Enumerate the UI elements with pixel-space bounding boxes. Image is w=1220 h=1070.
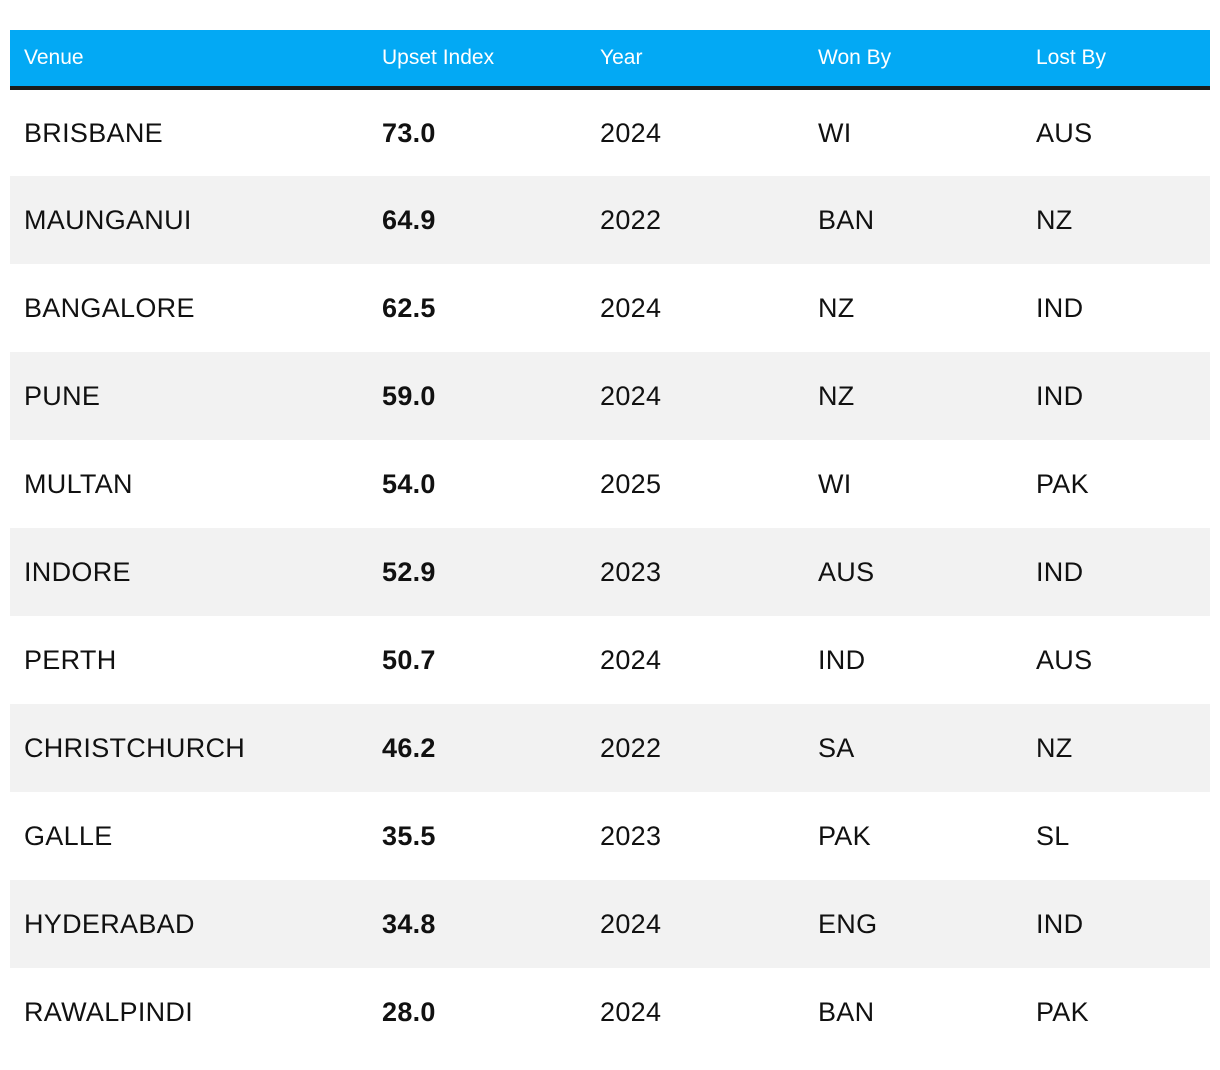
cell-venue: PUNE <box>24 380 101 411</box>
cell-lost-by: IND <box>1036 908 1084 939</box>
cell-year: 2023 <box>600 556 662 587</box>
cell-year: 2023 <box>600 820 662 851</box>
cell-venue: RAWALPINDI <box>24 996 194 1027</box>
cell-upset-index: 59.0 <box>382 380 436 411</box>
cell-year: 2025 <box>600 468 662 499</box>
cell-won-by: WI <box>818 468 852 499</box>
cell-venue: MULTAN <box>24 468 133 499</box>
cell-year: 2024 <box>600 996 662 1027</box>
table-row: PERTH 50.7 2024 IND AUS <box>10 616 1210 704</box>
cell-year: 2022 <box>600 732 662 763</box>
column-header-lost-by[interactable]: Lost By <box>1022 30 1210 90</box>
cell-lost-by: NZ <box>1036 732 1073 763</box>
cell-upset-index: 46.2 <box>382 732 436 763</box>
cell-won-by: NZ <box>818 380 855 411</box>
table-body: BRISBANE 73.0 2024 WI AUS MAUNGANUI 64.9… <box>10 88 1210 1056</box>
column-header-venue[interactable]: Venue <box>10 30 368 90</box>
cell-venue: BRISBANE <box>24 117 163 148</box>
column-header-upset-index[interactable]: Upset Index <box>368 30 586 90</box>
cell-upset-index: 35.5 <box>382 820 436 851</box>
table-row: MAUNGANUI 64.9 2022 BAN NZ <box>10 176 1210 264</box>
cell-lost-by: SL <box>1036 820 1070 851</box>
cell-won-by: WI <box>818 117 852 148</box>
cell-won-by: PAK <box>818 820 871 851</box>
cell-won-by: IND <box>818 644 866 675</box>
cell-won-by: ENG <box>818 908 878 939</box>
cell-upset-index: 50.7 <box>382 644 436 675</box>
cell-upset-index: 54.0 <box>382 468 436 499</box>
cell-upset-index: 52.9 <box>382 556 436 587</box>
cell-upset-index: 73.0 <box>382 117 436 148</box>
upsets-table-container: Venue Upset Index Year Won By Lost By BR… <box>10 30 1210 1056</box>
cell-venue: PERTH <box>24 644 117 675</box>
table-header: Venue Upset Index Year Won By Lost By <box>10 30 1210 90</box>
cell-won-by: NZ <box>818 292 855 323</box>
cell-year: 2024 <box>600 292 662 323</box>
cell-venue: INDORE <box>24 556 131 587</box>
table-row: INDORE 52.9 2023 AUS IND <box>10 528 1210 616</box>
cell-won-by: AUS <box>818 556 875 587</box>
cell-venue: MAUNGANUI <box>24 204 192 235</box>
cell-lost-by: IND <box>1036 292 1084 323</box>
cell-year: 2024 <box>600 644 662 675</box>
header-row: Venue Upset Index Year Won By Lost By <box>10 30 1210 90</box>
cell-lost-by: PAK <box>1036 468 1089 499</box>
table-row: GALLE 35.5 2023 PAK SL <box>10 792 1210 880</box>
cell-venue: CHRISTCHURCH <box>24 732 246 763</box>
cell-upset-index: 28.0 <box>382 996 436 1027</box>
upsets-table: Venue Upset Index Year Won By Lost By BR… <box>10 30 1210 1056</box>
cell-lost-by: AUS <box>1036 644 1093 675</box>
column-header-year[interactable]: Year <box>586 30 804 90</box>
table-row: MULTAN 54.0 2025 WI PAK <box>10 440 1210 528</box>
table-row: RAWALPINDI 28.0 2024 BAN PAK <box>10 968 1210 1056</box>
table-row: BANGALORE 62.5 2024 NZ IND <box>10 264 1210 352</box>
cell-won-by: BAN <box>818 204 875 235</box>
column-header-won-by[interactable]: Won By <box>804 30 1022 90</box>
cell-lost-by: NZ <box>1036 204 1073 235</box>
cell-venue: GALLE <box>24 820 113 851</box>
cell-won-by: SA <box>818 732 855 763</box>
cell-lost-by: AUS <box>1036 117 1093 148</box>
table-row: PUNE 59.0 2024 NZ IND <box>10 352 1210 440</box>
table-row: HYDERABAD 34.8 2024 ENG IND <box>10 880 1210 968</box>
cell-venue: HYDERABAD <box>24 908 195 939</box>
cell-upset-index: 64.9 <box>382 204 436 235</box>
cell-year: 2024 <box>600 908 662 939</box>
table-row: CHRISTCHURCH 46.2 2022 SA NZ <box>10 704 1210 792</box>
cell-lost-by: PAK <box>1036 996 1089 1027</box>
cell-venue: BANGALORE <box>24 292 195 323</box>
table-row: BRISBANE 73.0 2024 WI AUS <box>10 88 1210 176</box>
cell-lost-by: IND <box>1036 556 1084 587</box>
cell-upset-index: 62.5 <box>382 292 436 323</box>
cell-year: 2024 <box>600 117 662 148</box>
cell-won-by: BAN <box>818 996 875 1027</box>
cell-lost-by: IND <box>1036 380 1084 411</box>
cell-year: 2022 <box>600 204 662 235</box>
cell-upset-index: 34.8 <box>382 908 436 939</box>
cell-year: 2024 <box>600 380 662 411</box>
